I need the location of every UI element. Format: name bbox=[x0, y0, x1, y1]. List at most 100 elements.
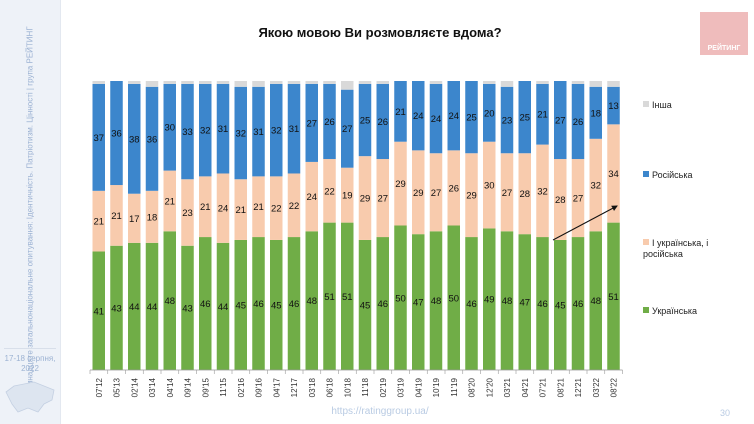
x-tick-label: 08'21 bbox=[556, 377, 565, 397]
x-tick-label: 03'22 bbox=[592, 377, 601, 397]
bar-ukrainian bbox=[447, 225, 460, 370]
data-label: 21 bbox=[537, 110, 548, 121]
x-tick-label: 10'19 bbox=[432, 377, 441, 397]
footer-url[interactable]: https://ratinggroup.ua/ bbox=[331, 406, 429, 417]
x-tick-label: 04'17 bbox=[272, 377, 281, 397]
divider bbox=[4, 348, 56, 349]
data-label: 46 bbox=[289, 299, 300, 310]
x-tick-label: 04'19 bbox=[414, 377, 423, 397]
bar-ukrainian bbox=[500, 231, 514, 370]
data-label: 44 bbox=[147, 302, 158, 313]
data-label: 36 bbox=[111, 129, 122, 140]
data-label: 49 bbox=[484, 295, 495, 306]
bar-russian bbox=[270, 83, 283, 177]
bar-both bbox=[199, 176, 212, 238]
bar-other bbox=[500, 81, 514, 87]
bar-russian bbox=[394, 81, 407, 142]
bar-ukrainian bbox=[128, 242, 141, 370]
x-tick-label: 03'19 bbox=[397, 377, 406, 397]
data-label: 32 bbox=[537, 186, 548, 197]
bar-both bbox=[554, 159, 567, 240]
bar-russian bbox=[163, 83, 176, 171]
bar-other bbox=[536, 81, 549, 84]
data-label: 29 bbox=[395, 179, 406, 190]
data-label: 32 bbox=[200, 126, 211, 137]
data-label: 31 bbox=[289, 124, 300, 135]
data-label: 36 bbox=[147, 134, 158, 145]
data-label: 48 bbox=[164, 296, 175, 307]
data-label: 21 bbox=[164, 196, 175, 207]
bar-russian bbox=[589, 86, 602, 139]
legend-swatch bbox=[643, 101, 649, 107]
data-label: 48 bbox=[431, 296, 442, 307]
data-label: 22 bbox=[271, 204, 282, 215]
bar-ukrainian bbox=[287, 237, 301, 370]
bar-other bbox=[341, 81, 354, 90]
bar-other bbox=[181, 81, 194, 84]
bar-ukrainian bbox=[412, 234, 425, 370]
data-label: 46 bbox=[377, 299, 388, 310]
x-tick-label: 06'18 bbox=[326, 377, 335, 397]
bar-ukrainian bbox=[429, 231, 443, 370]
data-label: 30 bbox=[164, 123, 175, 134]
data-label: 25 bbox=[466, 113, 477, 124]
data-label: 47 bbox=[519, 298, 530, 309]
x-tick-label: 03'14 bbox=[148, 377, 157, 397]
data-label: 26 bbox=[448, 183, 459, 194]
data-label: 32 bbox=[235, 129, 246, 140]
bar-both bbox=[358, 156, 372, 240]
legend-swatch bbox=[643, 239, 649, 245]
bar-both bbox=[163, 170, 176, 232]
bar-russian bbox=[536, 83, 549, 145]
legend-item-both: І українська, і російська bbox=[643, 238, 709, 259]
bar-other bbox=[145, 81, 159, 87]
bar-both bbox=[287, 173, 301, 238]
x-tick-label: 11'18 bbox=[361, 377, 370, 396]
bar-ukrainian bbox=[181, 245, 194, 370]
data-label: 46 bbox=[573, 299, 584, 310]
x-tick-label: 11'15 bbox=[219, 377, 228, 396]
data-label: 31 bbox=[253, 127, 264, 138]
bar-ukrainian bbox=[305, 231, 318, 370]
data-label: 21 bbox=[253, 202, 264, 213]
bar-both bbox=[518, 153, 531, 235]
bar-both bbox=[181, 179, 194, 246]
data-label: 48 bbox=[306, 296, 317, 307]
data-label: 18 bbox=[147, 212, 158, 223]
bar-russian bbox=[252, 86, 265, 177]
x-tick-label: 11'19 bbox=[450, 377, 459, 396]
bar-russian bbox=[341, 89, 354, 168]
data-label: 21 bbox=[235, 205, 246, 216]
data-label: 27 bbox=[342, 124, 353, 135]
legend-swatch bbox=[643, 307, 649, 313]
bar-both bbox=[376, 159, 389, 238]
bar-russian bbox=[465, 81, 478, 154]
data-label: 21 bbox=[111, 211, 122, 222]
bar-other bbox=[216, 81, 230, 84]
data-label: 28 bbox=[555, 195, 566, 206]
bar-other bbox=[571, 81, 585, 84]
x-tick-label: 12'17 bbox=[290, 377, 299, 397]
bar-other bbox=[358, 81, 372, 84]
x-tick-label: 03'21 bbox=[503, 377, 512, 397]
bar-both bbox=[429, 153, 443, 232]
bar-other bbox=[234, 81, 247, 87]
bar-other bbox=[270, 81, 283, 84]
bar-russian bbox=[128, 83, 141, 194]
bar-other bbox=[287, 81, 301, 84]
bar-ukrainian bbox=[589, 231, 602, 370]
data-label: 26 bbox=[573, 117, 584, 128]
data-label: 27 bbox=[431, 188, 442, 199]
data-label: 24 bbox=[218, 204, 229, 215]
data-label: 26 bbox=[377, 117, 388, 128]
bar-other bbox=[483, 81, 496, 84]
logo-text: РЕЙТИНГ bbox=[707, 45, 741, 52]
data-label: 33 bbox=[182, 127, 193, 138]
data-label: 13 bbox=[608, 101, 619, 112]
data-label: 51 bbox=[342, 292, 353, 303]
data-label: 25 bbox=[360, 116, 371, 127]
data-label: 45 bbox=[360, 300, 371, 311]
data-label: 23 bbox=[502, 116, 513, 127]
data-label: 27 bbox=[377, 194, 388, 205]
data-label: 45 bbox=[555, 300, 566, 311]
